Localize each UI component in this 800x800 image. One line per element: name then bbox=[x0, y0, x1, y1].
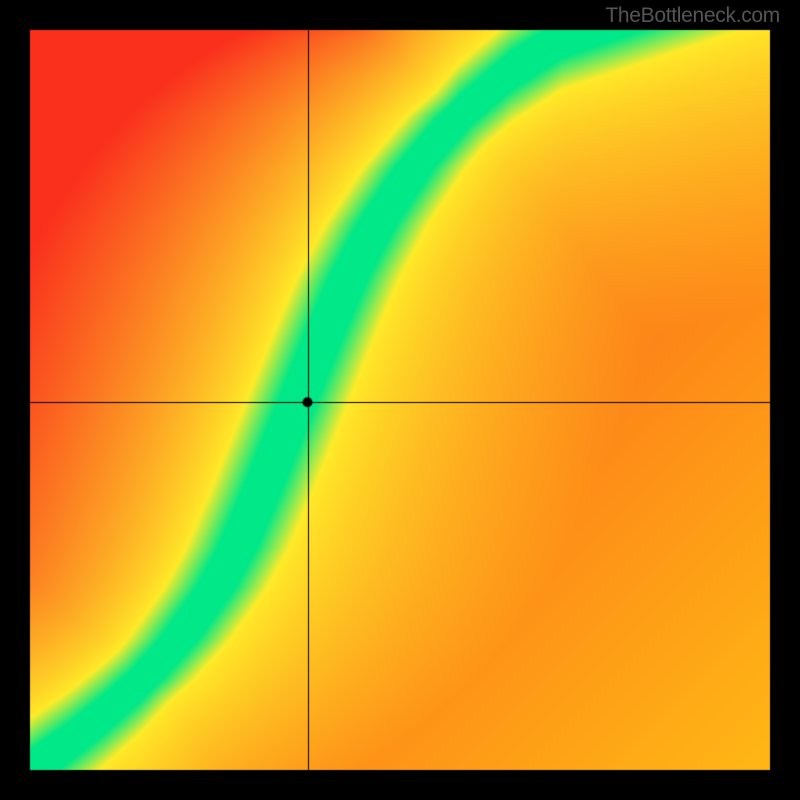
bottleneck-heatmap bbox=[0, 0, 800, 800]
watermark-text: TheBottleneck.com bbox=[605, 4, 780, 28]
chart-container: TheBottleneck.com bbox=[0, 0, 800, 800]
